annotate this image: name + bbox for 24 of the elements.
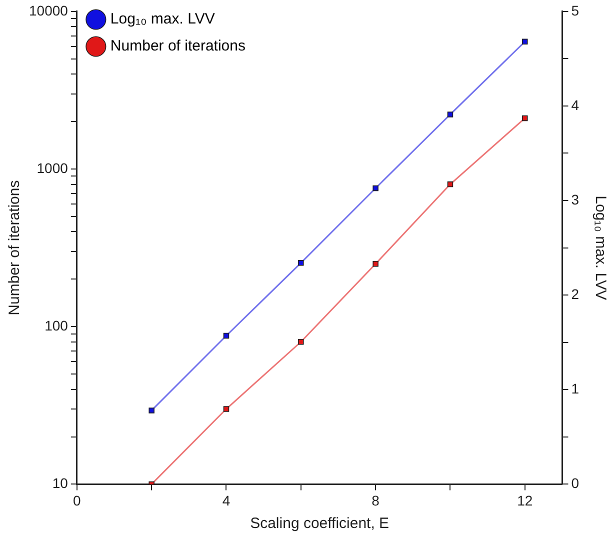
y2-tick-label: 0 [571,475,580,492]
y-tick-label: 10 [52,475,68,492]
point [372,261,378,267]
x-axis-title: Scaling coefficient, E [250,515,390,532]
y2-tick-label: 2 [571,286,580,302]
point [447,181,454,188]
y-axis-title: Number of iterations [6,180,24,316]
y-tick-label: 100 [44,317,68,334]
y2-axis-title: Log₁₀ max. LVV [592,196,609,300]
legend-label: Log₁₀ max. LVV [110,10,215,28]
y-tick-label: 10000 [28,2,68,18]
x-tick-label: 8 [372,492,380,508]
point [522,115,528,122]
y-tick-label: 1000 [36,160,68,176]
x-tick-label: 12 [517,492,533,508]
y2-tick-label: 5 [571,2,580,18]
point [223,406,230,412]
y2-tick-label: 4 [571,96,580,113]
x-tick-label: 4 [222,492,230,508]
point [298,339,304,345]
y2-tick-label: 1 [571,380,580,396]
legend-label: Number of iterations [110,38,246,55]
x-tick-label: 0 [73,492,82,508]
y2-tick-label: 3 [571,191,580,208]
